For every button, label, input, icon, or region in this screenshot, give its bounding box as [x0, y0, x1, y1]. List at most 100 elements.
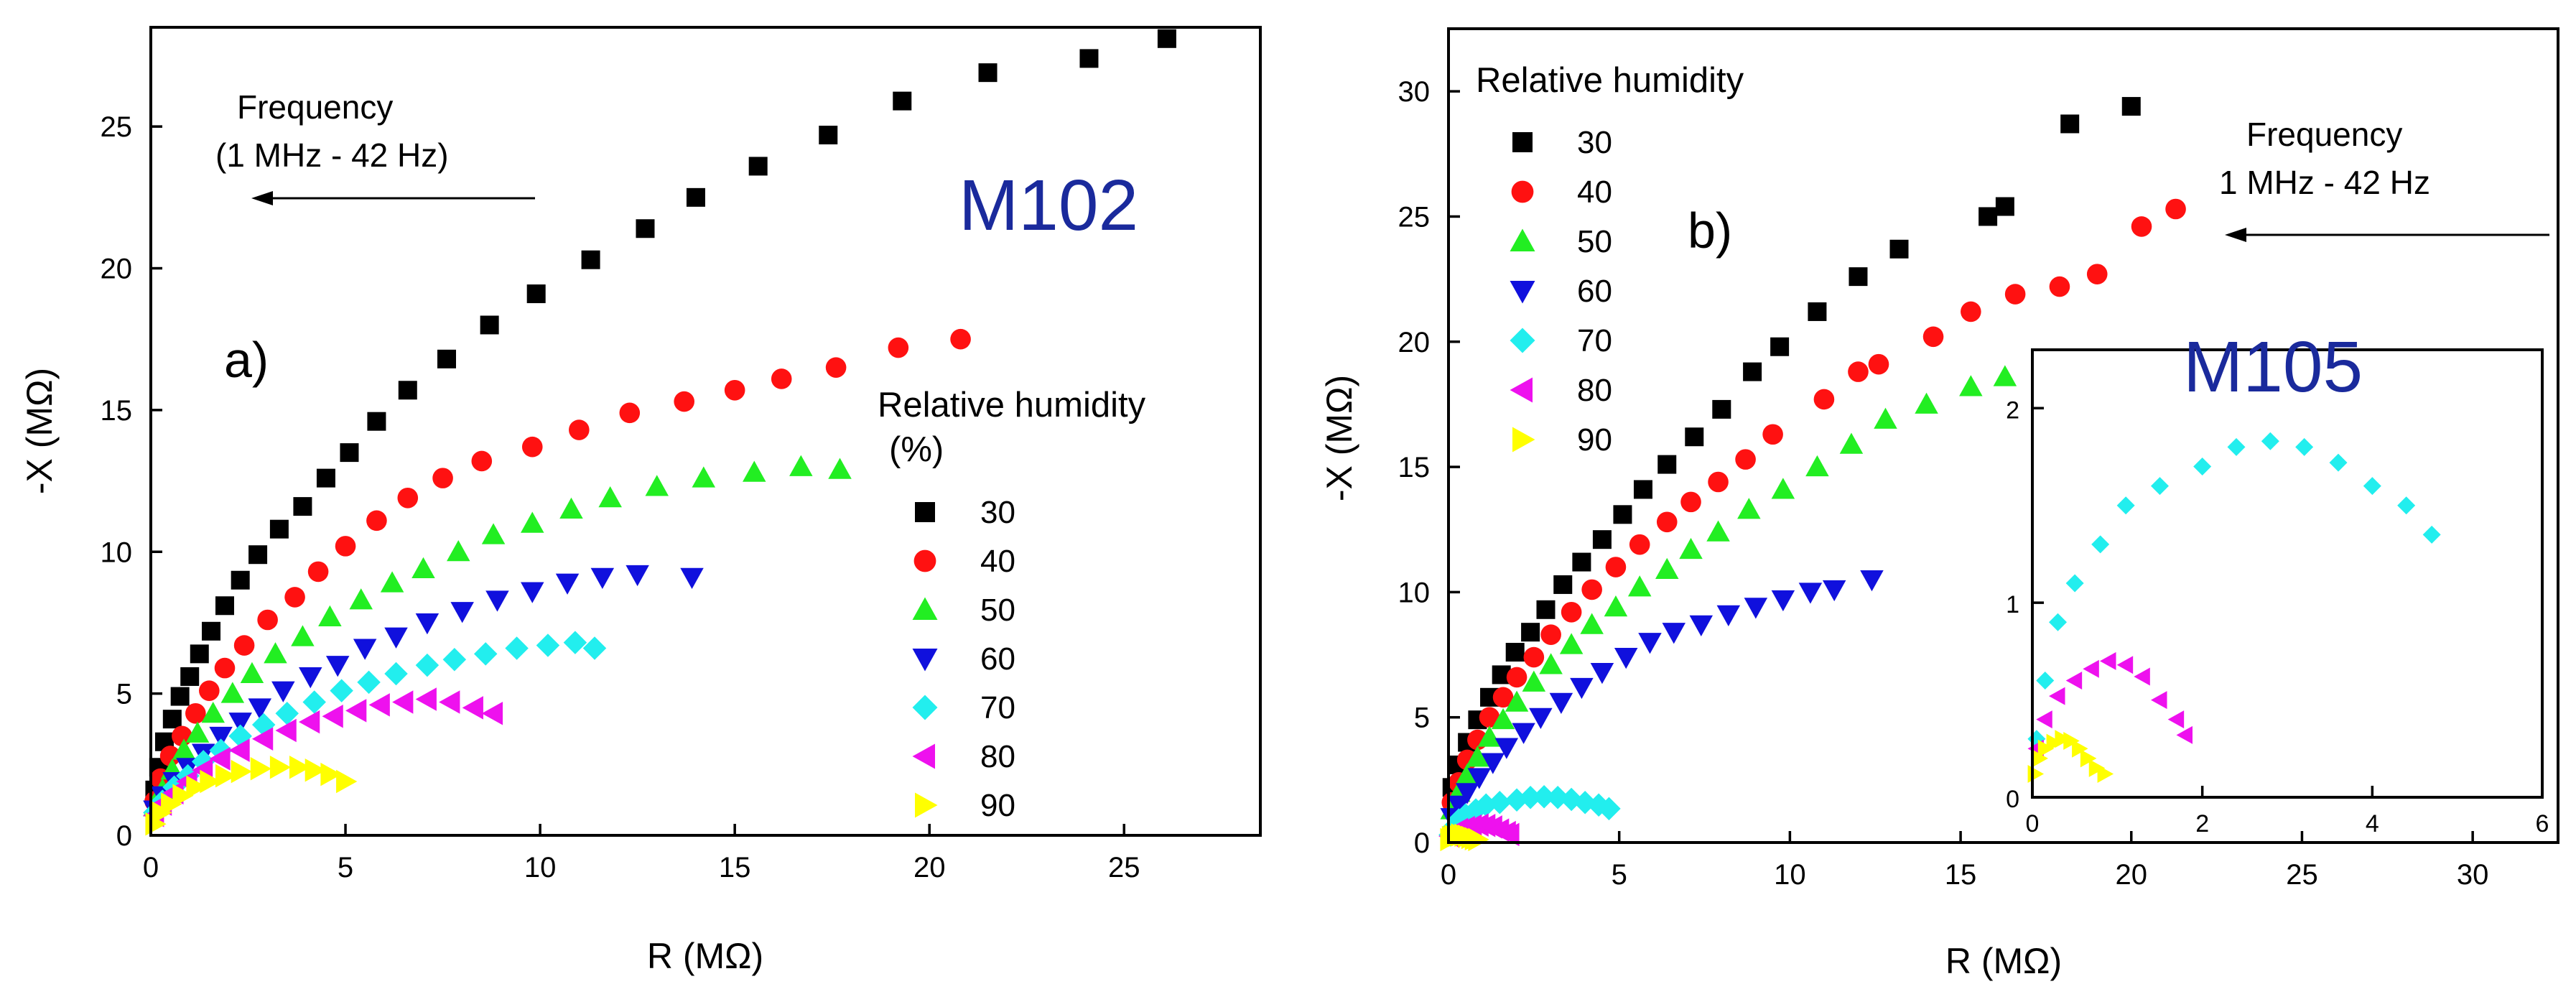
panel-a-point-70: [505, 636, 529, 660]
panel-a-point-30: [180, 667, 200, 686]
panel-b-point-60: [1614, 648, 1638, 669]
panel-b-y-tick-label: 15: [1398, 452, 1431, 483]
panel-b-point-60: [1512, 723, 1535, 744]
panel-b-sample-label: M105: [2183, 327, 2363, 407]
panel-b-point-60: [1798, 583, 1823, 604]
panel-b-point-70: [1518, 785, 1543, 809]
inset-point-90: [2080, 749, 2097, 768]
panel-a-point-50: [521, 511, 544, 533]
panel-b-point-30: [1995, 197, 2014, 216]
panel-a-point-40: [335, 536, 356, 557]
panel-a-point-60: [299, 667, 322, 689]
panel-b-x-tick-label: 30: [2457, 859, 2489, 891]
panel-b-y-tick-label: 0: [1414, 827, 1430, 859]
inset-point-70: [2422, 525, 2441, 544]
panel-b-point-40: [1561, 601, 1582, 623]
panel-a-point-80: [209, 747, 231, 771]
panel-b-point-50: [1491, 707, 1515, 730]
inset-point-70: [2329, 453, 2348, 472]
panel-a-point-30: [202, 621, 221, 641]
panel-a-markers: [143, 29, 1176, 836]
inset-point-90: [2055, 730, 2071, 748]
panel-b-point-30: [1657, 455, 1677, 474]
panel-a-legend-marker-30: [915, 502, 935, 522]
panel-a-point-30: [190, 644, 209, 664]
panel-b-point-70: [1597, 797, 1621, 821]
panel-a-point-70: [275, 702, 299, 725]
panel-a-point-40: [307, 561, 329, 583]
panel-a-point-30: [398, 381, 417, 400]
panel-a-point-60: [384, 627, 408, 649]
panel-a-point-30: [526, 284, 546, 304]
panel-b-y-tick-label: 25: [1398, 201, 1431, 233]
panel-b-legend-marker-90: [1512, 427, 1535, 453]
panel-a-point-90: [250, 756, 272, 781]
inset-y-tick-label: 0: [2006, 786, 2019, 813]
panel-b-point-40: [1848, 361, 1869, 382]
panel-b-point-60: [1481, 753, 1505, 774]
panel-b-point-40: [1708, 471, 1729, 493]
inset-point-70: [2049, 613, 2067, 631]
panel-b-legend-marker-50: [1510, 228, 1535, 251]
panel-a-point-50: [559, 497, 583, 519]
panel-b-point-40: [1629, 534, 1650, 555]
panel-b-legend: 30 40 50 60 70 80 90: [1510, 125, 1612, 458]
panel-a-point-90: [320, 762, 342, 786]
panel-b-point-40: [2131, 216, 2152, 237]
panel-b-point-40: [1605, 557, 1627, 577]
panel-b-point-40: [2049, 276, 2070, 297]
panel-a-point-80: [345, 699, 367, 723]
panel-a-y-tick-label: 0: [116, 820, 132, 852]
panel-a-point-40: [366, 510, 387, 532]
panel-b-point-50: [1604, 595, 1628, 617]
panel-a-point-40: [432, 468, 453, 488]
panel-a-point-80: [251, 727, 274, 751]
panel-b-plot-frame: [1447, 27, 2559, 844]
inset-point-70: [2295, 437, 2314, 456]
inset-x-tick-label: 2: [2195, 810, 2209, 837]
panel-b-tag: b): [1688, 203, 1732, 259]
panel-a-point-60: [209, 726, 233, 748]
panel-a-point-50: [349, 588, 373, 610]
panel-a-point-30: [231, 570, 250, 590]
panel-a-point-50: [447, 540, 470, 562]
panel-a-point-50: [828, 458, 852, 479]
panel-a-point-50: [201, 702, 225, 723]
panel-a-legend-marker-60: [912, 649, 938, 672]
inset-point-80: [2083, 659, 2099, 678]
panel-a-legend-label-40: 40: [980, 544, 1015, 579]
panel-b-point-50: [1477, 725, 1502, 747]
panel-b-point-90: [1468, 827, 1489, 852]
panel-b-point-40: [1492, 687, 1514, 708]
panel-b-point-30: [1770, 337, 1790, 356]
panel-a-point-40: [159, 746, 181, 766]
inset-point-70: [2036, 671, 2055, 690]
panel-b-x-tick-label: 0: [1441, 859, 1456, 891]
panel-a-point-50: [743, 460, 766, 482]
panel-a-point-70: [357, 670, 381, 695]
panel-b-y-tick-label: 30: [1398, 76, 1431, 108]
panel-b-legend-marker-40: [1511, 180, 1534, 203]
panel-a-legend-marker-70: [912, 695, 938, 720]
panel-a-point-60: [590, 567, 615, 590]
panel-b-ylabel: -X (MΩ): [1319, 375, 1359, 501]
panel-a-point-40: [724, 379, 745, 401]
panel-a-point-80: [322, 704, 343, 728]
panel-b-x-tick-label: 10: [1774, 859, 1806, 891]
panel-a-x-tick-label: 15: [719, 852, 751, 883]
panel-a-point-40: [674, 391, 694, 412]
panel-a-point-40: [825, 357, 847, 378]
panel-a-point-80: [439, 690, 460, 714]
panel-b-point-60: [1467, 768, 1492, 789]
panel-a-point-30: [978, 63, 998, 83]
panel-b-point-60: [1822, 580, 1846, 602]
panel-a-point-90: [186, 775, 208, 799]
panel-a-legend-marker-90: [915, 792, 938, 818]
panel-b-point-50: [1737, 498, 1761, 519]
panel-b-point-40: [1735, 449, 1756, 470]
panel-a-point-30: [316, 468, 335, 488]
panel-a-x-tick-label: 5: [338, 852, 353, 883]
panel-a-chart: 0 5 10 15 20 25 0 5 10 15 20 25 R (MΩ) -X (MΩ) Freq…: [19, 26, 1262, 976]
panel-b-point-40: [1961, 301, 1981, 322]
